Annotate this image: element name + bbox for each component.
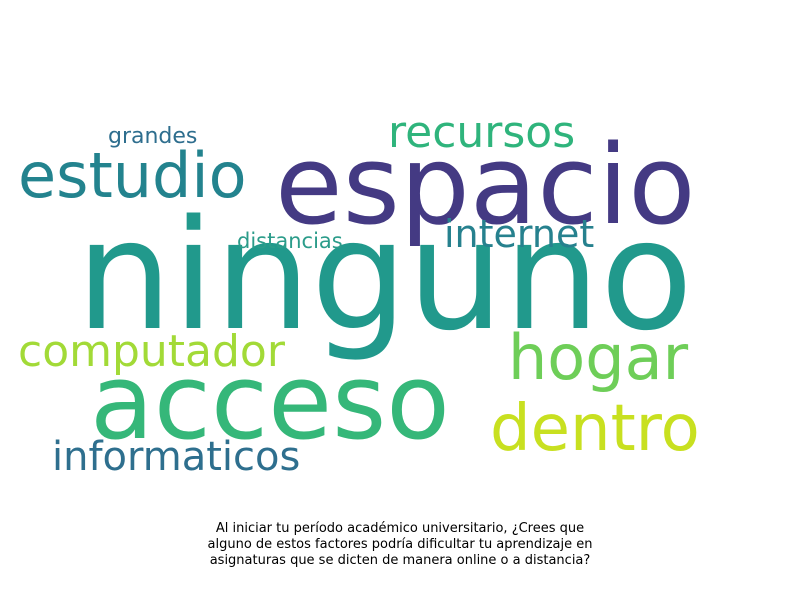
word-ninguno: ninguno: [76, 187, 694, 364]
word-recursos: recursos: [388, 107, 576, 158]
word-hogar: hogar: [508, 321, 689, 394]
word-grandes: grandes: [108, 124, 198, 149]
word-acceso: acceso: [90, 341, 450, 463]
figure-caption: Al iniciar tu período académico universi…: [150, 521, 650, 569]
word-dentro: dentro: [490, 392, 700, 466]
word-distancias: distancias: [237, 229, 343, 253]
word-espacio: espacio: [275, 121, 696, 249]
caption-line: asignaturas que se dicten de manera onli…: [209, 553, 591, 568]
word-informaticos: informaticos: [52, 434, 301, 480]
caption-line: alguno de estos factores podría dificult…: [207, 537, 593, 552]
caption-line: Al iniciar tu período académico universi…: [215, 521, 585, 536]
word-internet: internet: [444, 212, 595, 256]
word-estudio: estudio: [18, 139, 247, 212]
word-computador: computador: [18, 326, 285, 377]
